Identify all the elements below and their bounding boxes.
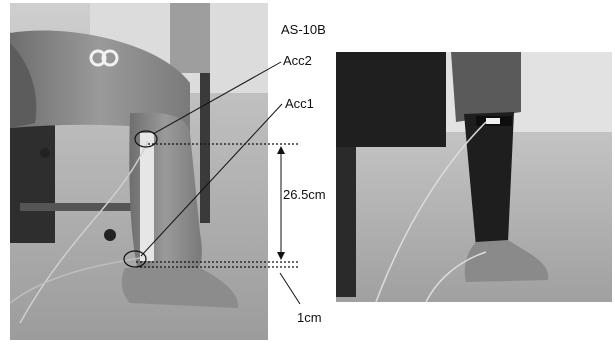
left-photo bbox=[10, 3, 268, 340]
offset-label: 1cm bbox=[297, 310, 322, 325]
distance-label: 26.5cm bbox=[283, 187, 326, 202]
offset-leader-line bbox=[279, 272, 301, 305]
sensor-label: AS-10B bbox=[281, 22, 326, 37]
acc1-label: Acc1 bbox=[285, 96, 314, 111]
right-photo bbox=[336, 52, 612, 302]
arrowhead-down-icon bbox=[277, 252, 285, 260]
arrowhead-up-icon bbox=[277, 146, 285, 154]
acc2-label: Acc2 bbox=[283, 53, 312, 68]
